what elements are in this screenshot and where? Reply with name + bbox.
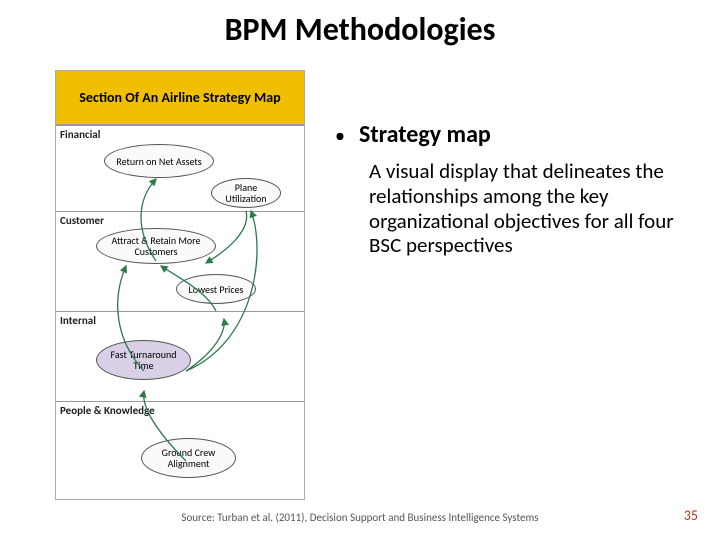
node-return-assets: Return on Net Assets <box>104 144 214 178</box>
bullet-area: • Strategy map A visual display that del… <box>335 120 705 258</box>
bullet-heading: Strategy map <box>359 120 491 149</box>
node-attract-retain: Attract & Retain More Customers <box>96 228 216 264</box>
node-fast-turnaround: Fast Turnaround Time <box>96 340 191 380</box>
source-citation: Source: Turban et al. (2011), Decision S… <box>0 511 720 524</box>
diagram-header: Section Of An Airline Strategy Map <box>56 71 304 125</box>
node-lowest-prices: Lowest Prices <box>176 274 256 304</box>
bullet-dot-icon: • <box>335 126 345 146</box>
section-internal: Internal Fast Turnaround Time <box>56 311 304 401</box>
section-label-people: People & Knowledge <box>60 404 155 417</box>
node-ground-crew: Ground Crew Alignment <box>141 438 236 478</box>
section-customer: Customer Attract & Retain More Customers… <box>56 211 304 311</box>
bullet-body: A visual display that delineates the rel… <box>369 159 705 258</box>
strategy-map-diagram: Section Of An Airline Strategy Map Finan… <box>55 70 305 500</box>
section-label-customer: Customer <box>60 214 104 227</box>
slide-title: BPM Methodologies <box>0 10 720 49</box>
page-number: 35 <box>684 507 698 524</box>
section-financial: Financial Return on Net Assets Plane Uti… <box>56 125 304 211</box>
node-plane-utilization: Plane Utilization <box>211 178 281 208</box>
section-people: People & Knowledge Ground Crew Alignment <box>56 401 304 499</box>
section-label-internal: Internal <box>60 314 96 327</box>
section-label-financial: Financial <box>60 128 100 141</box>
